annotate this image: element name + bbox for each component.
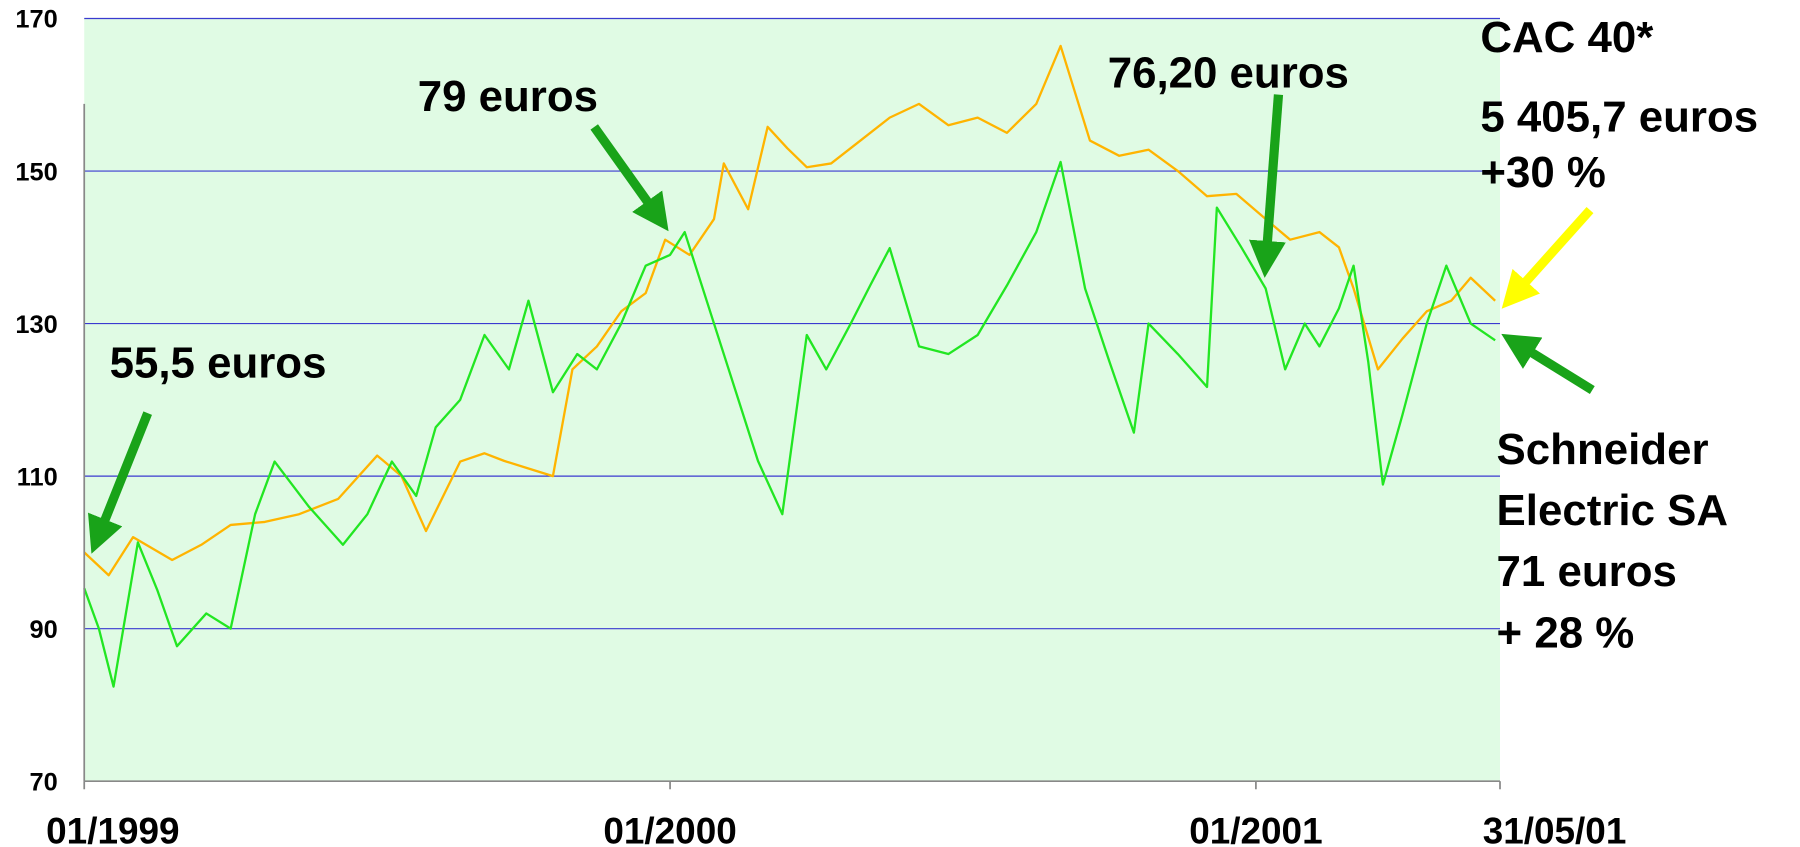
annotation: 71 euros (1496, 548, 1677, 597)
arrow (1501, 206, 1594, 309)
x-tick-label: 31/05/01 (1483, 811, 1627, 847)
annotation: + 28 % (1496, 609, 1635, 658)
annotation: 76,20 euros (1108, 49, 1349, 98)
y-tick-label: 130 (15, 311, 57, 339)
y-tick-label: 170 (15, 6, 57, 34)
arrow (1249, 94, 1286, 278)
x-tick-label: 01/1999 (46, 811, 179, 847)
arrow (590, 124, 669, 232)
annotation: +30 % (1480, 148, 1606, 197)
series-label: CAC 40* (1480, 13, 1654, 62)
series-lines (83, 44, 1496, 688)
y-tick-label: 70 (29, 768, 57, 796)
axis-labels: 70 90 110 130 150 170 01/1999 01/2000 01/2001 31/… (15, 6, 1626, 847)
y-tick-label: 150 (15, 158, 57, 186)
series-line (83, 44, 1496, 577)
annotation: 79 euros (418, 72, 598, 121)
arrow (88, 411, 152, 554)
series-label: Schneider Electric SA (1496, 425, 1729, 536)
y-tick-label: 110 (17, 463, 58, 491)
y-tick-label: 90 (29, 616, 57, 644)
x-tick-label: 01/2000 (603, 811, 736, 847)
plot-background (84, 18, 1501, 782)
annotation: 55,5 euros (110, 338, 327, 387)
series-line (83, 160, 1496, 688)
annotation: 5 405,7 euros (1480, 93, 1758, 142)
x-tick-label: 01/2001 (1189, 811, 1322, 847)
arrow (1501, 333, 1595, 394)
series-label-block: Schneider Electric SA 71 euros + 28 % (1496, 425, 1729, 658)
